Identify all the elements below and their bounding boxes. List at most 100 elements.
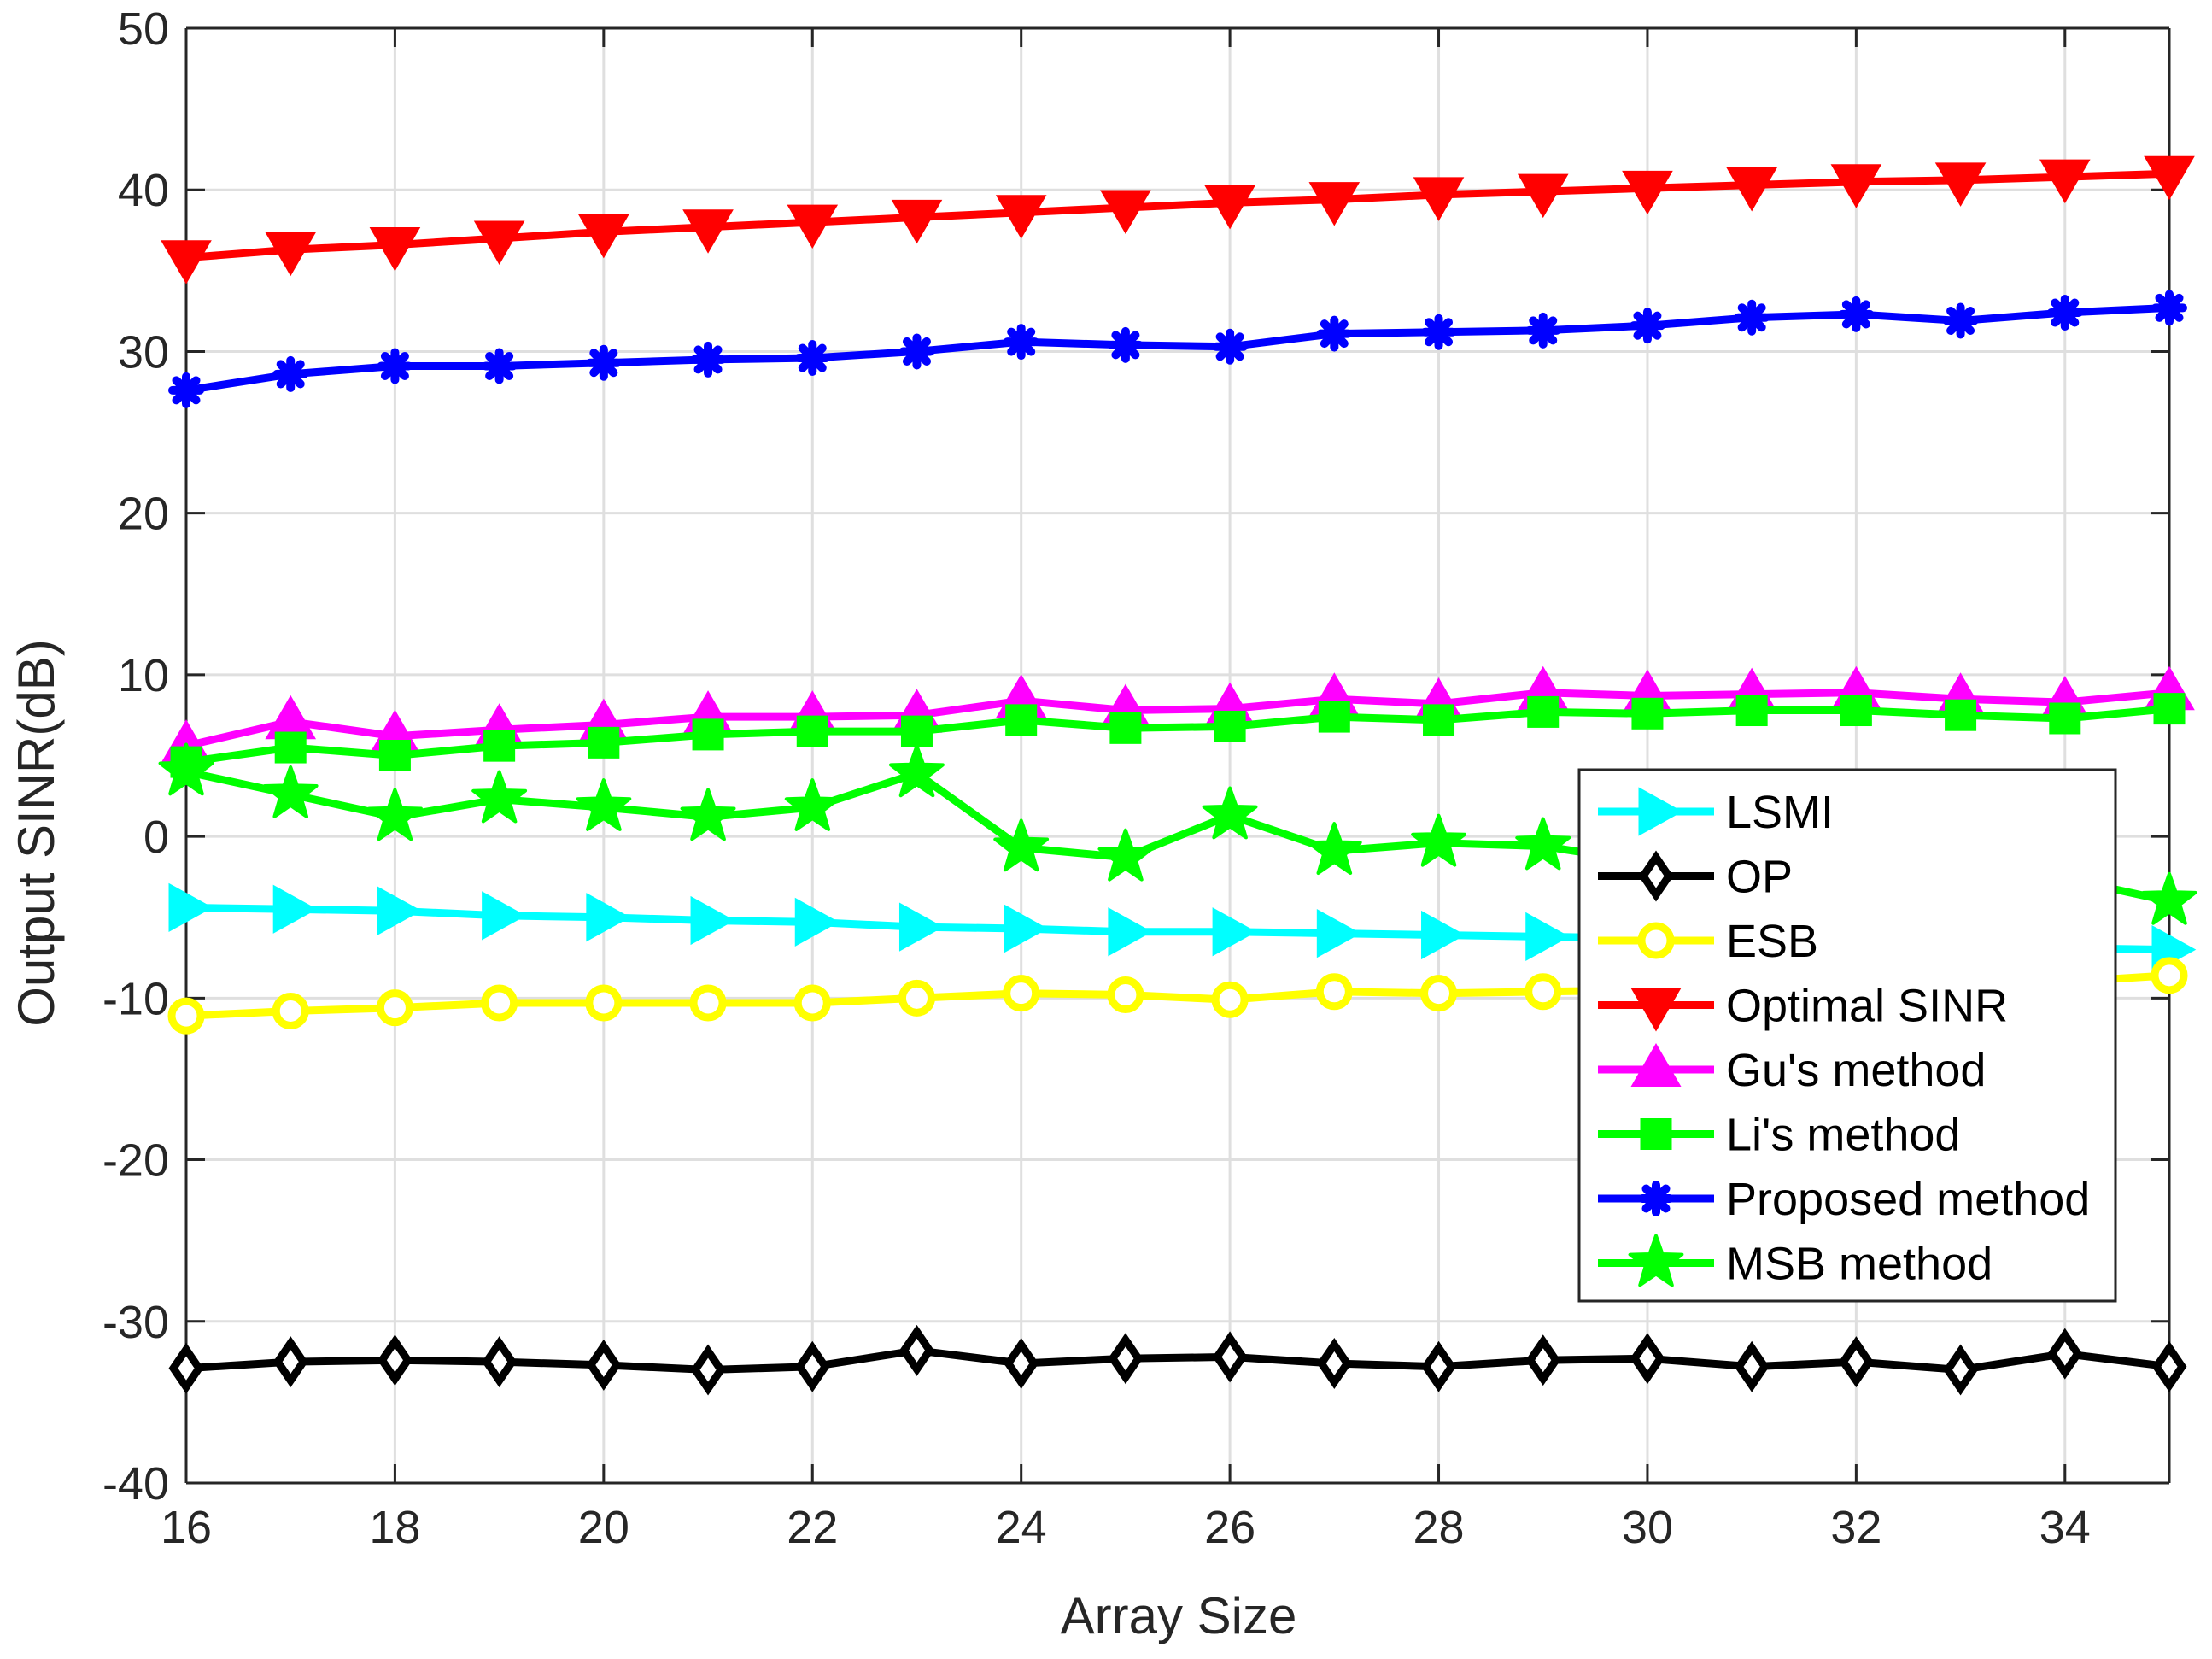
x-tick-label: 22 bbox=[787, 1502, 838, 1553]
data-point-lsmi bbox=[1316, 909, 1361, 958]
data-point-proposed-method bbox=[1003, 324, 1039, 361]
legend-label: ESB bbox=[1726, 916, 1818, 967]
data-point-li-s-method bbox=[1945, 699, 1977, 731]
legend-entry-optimal-sinr: Optimal SINR bbox=[1598, 981, 2008, 1032]
data-point-li-s-method bbox=[483, 730, 516, 762]
data-point-li-s-method bbox=[1631, 697, 1664, 730]
data-point-li-s-method bbox=[2153, 693, 2186, 725]
data-point-optimal-sinr bbox=[1413, 177, 1465, 221]
data-point-esb bbox=[167, 997, 205, 1035]
data-point-esb bbox=[2151, 957, 2188, 994]
asterisk-stroke bbox=[2155, 293, 2184, 322]
legend-marker bbox=[1630, 1043, 1682, 1087]
asterisk-stroke bbox=[693, 345, 723, 374]
data-point-optimal-sinr bbox=[787, 204, 839, 249]
data-point-proposed-method bbox=[585, 344, 622, 381]
data-point-proposed-method bbox=[1212, 328, 1249, 365]
x-tick-label: 20 bbox=[578, 1502, 629, 1553]
data-point-msb-method bbox=[993, 818, 1050, 872]
asterisk-stroke bbox=[589, 349, 618, 378]
asterisk-stroke bbox=[798, 343, 827, 372]
data-point-optimal-sinr bbox=[161, 240, 212, 284]
data-point-lsmi bbox=[794, 897, 840, 947]
asterisk-stroke bbox=[1641, 1184, 1671, 1213]
data-point-op bbox=[1525, 1334, 1561, 1386]
x-tick-label: 30 bbox=[1622, 1502, 1673, 1553]
data-point-op bbox=[2151, 1340, 2187, 1392]
data-point-msb-method bbox=[367, 788, 423, 841]
data-point-esb bbox=[793, 984, 831, 1022]
x-tick-label: 26 bbox=[1204, 1502, 1255, 1553]
data-point-proposed-method bbox=[794, 340, 831, 377]
y-tick-label: 40 bbox=[118, 165, 169, 216]
legend-label: LSMI bbox=[1726, 787, 1834, 838]
legend-box bbox=[1577, 768, 2117, 1303]
data-point-op bbox=[1838, 1336, 1874, 1388]
data-point-optimal-sinr bbox=[473, 220, 525, 265]
data-point-optimal-sinr bbox=[995, 195, 1047, 239]
data-point-lsmi bbox=[1004, 904, 1048, 953]
data-point-li-s-method bbox=[900, 715, 933, 747]
data-point-msb-method bbox=[262, 765, 319, 818]
y-tick-label: -10 bbox=[102, 973, 169, 1024]
data-point-li-s-method bbox=[2049, 702, 2081, 735]
data-point-li-s-method bbox=[588, 726, 620, 759]
x-tick-label: 16 bbox=[161, 1502, 212, 1553]
data-point-li-s-method bbox=[1214, 710, 1246, 742]
series-op bbox=[168, 1324, 2187, 1396]
data-point-esb bbox=[1211, 981, 1249, 1018]
legend: LSMI OP ESB Optimal SINR Gu's method Li's met… bbox=[1577, 768, 2117, 1303]
data-point-optimal-sinr bbox=[891, 199, 943, 244]
data-point-op bbox=[168, 1342, 204, 1394]
series-proposed-method bbox=[168, 290, 2187, 408]
legend-label: OP bbox=[1726, 852, 1793, 903]
data-point-optimal-sinr bbox=[265, 232, 317, 277]
data-point-proposed-method bbox=[1107, 326, 1144, 363]
tick-labels: 16 18 20 22 24 26 28 30 32 34 -40 -30 -20 -10 0 10 20 30 4… bbox=[102, 3, 2091, 1553]
data-point-msb-method bbox=[158, 742, 214, 796]
data-point-li-s-method bbox=[1527, 695, 1560, 728]
y-tick-label: 0 bbox=[143, 812, 169, 863]
asterisk-stroke bbox=[276, 360, 305, 389]
data-point-msb-method bbox=[1306, 822, 1362, 875]
y-tick-label: 20 bbox=[118, 489, 169, 540]
data-point-lsmi bbox=[1421, 910, 1466, 960]
data-point-esb bbox=[376, 989, 413, 1027]
data-point-lsmi bbox=[482, 891, 526, 941]
legend-entry-gu-s-method: Gu's method bbox=[1598, 1043, 1986, 1096]
legend-entry-proposed-method: Proposed method bbox=[1598, 1174, 2090, 1225]
data-point-op bbox=[1943, 1344, 1979, 1396]
data-point-li-s-method bbox=[378, 740, 411, 771]
y-tick-label: 50 bbox=[118, 3, 169, 55]
data-point-msb-method bbox=[471, 770, 528, 824]
data-point-optimal-sinr bbox=[1517, 173, 1569, 219]
data-point-li-s-method bbox=[1005, 704, 1038, 736]
data-point-lsmi bbox=[1108, 907, 1153, 957]
data-point-op bbox=[272, 1336, 308, 1388]
legend-marker bbox=[1628, 1234, 1684, 1287]
data-point-proposed-method bbox=[1942, 302, 1979, 339]
asterisk-stroke bbox=[1633, 311, 1662, 340]
data-point-proposed-method bbox=[1734, 299, 1770, 336]
x-tick-label: 24 bbox=[996, 1502, 1047, 1553]
data-point-op bbox=[2047, 1328, 2083, 1380]
asterisk-stroke bbox=[1320, 319, 1349, 349]
data-point-optimal-sinr bbox=[1934, 162, 1987, 207]
series-line-op bbox=[182, 1346, 2174, 1374]
data-point-lsmi bbox=[1212, 907, 1257, 957]
asterisk-stroke bbox=[1529, 316, 1558, 345]
data-point-op bbox=[377, 1334, 413, 1386]
y-axis-label: Output SINR(dB) bbox=[8, 639, 65, 1027]
legend-label: Li's method bbox=[1726, 1110, 1960, 1161]
data-point-optimal-sinr bbox=[578, 214, 629, 259]
data-point-proposed-method bbox=[377, 348, 413, 384]
legend-marker bbox=[1630, 988, 1682, 1032]
data-point-msb-method bbox=[1411, 813, 1466, 867]
data-point-esb bbox=[689, 984, 727, 1022]
asterisk-stroke bbox=[902, 337, 931, 366]
data-point-optimal-sinr bbox=[682, 209, 734, 254]
y-tick-label: -20 bbox=[102, 1135, 169, 1187]
data-point-msb-method bbox=[576, 778, 632, 831]
data-point-esb bbox=[1315, 973, 1353, 1011]
data-point-lsmi bbox=[1525, 912, 1571, 962]
